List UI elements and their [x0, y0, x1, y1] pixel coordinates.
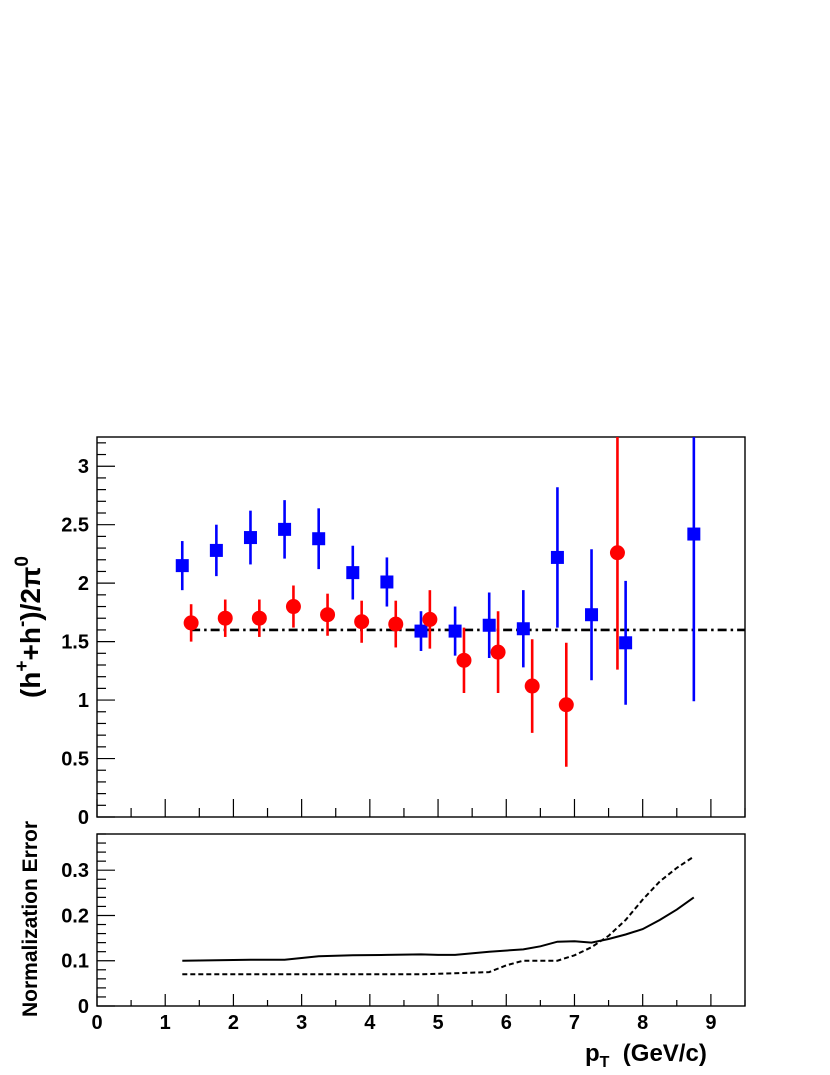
y-tick-label: 1.5 [61, 632, 89, 654]
normalization-x-axis: 0 1 2 3 4 5 6 7 8 9 [91, 994, 746, 1034]
x-tick-label: 6 [501, 1012, 512, 1034]
data-point-circle [609, 545, 625, 561]
data-point-circle [354, 614, 370, 630]
y-tick-label: 1 [78, 690, 89, 712]
data-point-square [585, 608, 599, 622]
data-point-square [312, 532, 326, 546]
y-tick-label: 0.1 [61, 951, 89, 973]
ratio-y-axis: 0 0.5 1 1.5 2 2.5 3 [61, 442, 115, 829]
y-tick-label: 0.3 [61, 860, 89, 882]
x-tick-label: 8 [637, 1012, 648, 1034]
y-tick-label: 0 [78, 996, 89, 1018]
data-point-circle [422, 611, 438, 627]
data-point-circle [558, 697, 574, 713]
data-point-square [448, 624, 462, 638]
data-point-circle [524, 678, 540, 694]
data-point-square [346, 566, 360, 580]
data-point-square [209, 543, 223, 557]
normalization-panel: 0 0.1 0.2 0.3 0 1 2 3 4 5 6 7 8 9 Normalization Erro… [19, 821, 746, 1071]
data-point-circle [285, 599, 301, 615]
data-point-square [380, 575, 394, 589]
data-point-circle [388, 616, 404, 632]
normalization-series [182, 855, 695, 976]
data-point-circle [183, 615, 199, 631]
y-tick-label: 0 [78, 807, 89, 829]
data-point-square [482, 618, 496, 632]
data-point-circle [456, 652, 472, 668]
y-tick-label: 2.5 [61, 515, 89, 537]
normalization-plot-frame [96, 833, 746, 1007]
data-point-square [550, 550, 564, 564]
y-tick-label: 0.2 [61, 905, 89, 927]
data-point-square [278, 522, 292, 536]
y-tick-label: 0.5 [61, 749, 89, 771]
data-point-square [243, 531, 257, 545]
data-point-circle [217, 610, 233, 626]
data-point-circle [490, 644, 506, 660]
ratio-y-axis-title: (h++h-)/2π0 [12, 556, 46, 698]
x-tick-label: 2 [228, 1012, 239, 1034]
x-tick-label: 3 [296, 1012, 307, 1034]
x-tick-label: 1 [160, 1012, 171, 1034]
x-tick-label: 5 [432, 1012, 443, 1034]
data-point-square [687, 527, 701, 541]
ratio-series [175, 437, 701, 767]
data-point-circle [251, 610, 267, 626]
ratio-panel: 0 0.5 1 1.5 2 2.5 3 (h++h-)/2π0 [12, 436, 746, 829]
x-tick-label: 0 [91, 1012, 102, 1034]
x-tick-label: 4 [364, 1012, 376, 1034]
y-tick-label: 3 [78, 456, 89, 478]
error-curve-dashed [182, 855, 695, 976]
x-tick-label: 9 [705, 1012, 716, 1034]
normalization-y-axis-title: Normalization Error [19, 821, 42, 1017]
data-point-square [619, 636, 633, 650]
ratio-x-ticks [96, 799, 746, 817]
data-point-square [516, 622, 530, 636]
normalization-y-axis: 0 0.1 0.2 0.3 [61, 833, 115, 1018]
x-tick-label: 7 [569, 1012, 580, 1034]
x-axis-title: pT (GeV/c) [585, 1040, 707, 1071]
error-curve-solid [182, 896, 695, 962]
data-point-square [175, 559, 189, 573]
data-point-square [414, 624, 428, 638]
y-tick-label: 2 [78, 573, 89, 595]
data-point-circle [320, 607, 336, 623]
ratio-plot-frame [96, 436, 746, 818]
